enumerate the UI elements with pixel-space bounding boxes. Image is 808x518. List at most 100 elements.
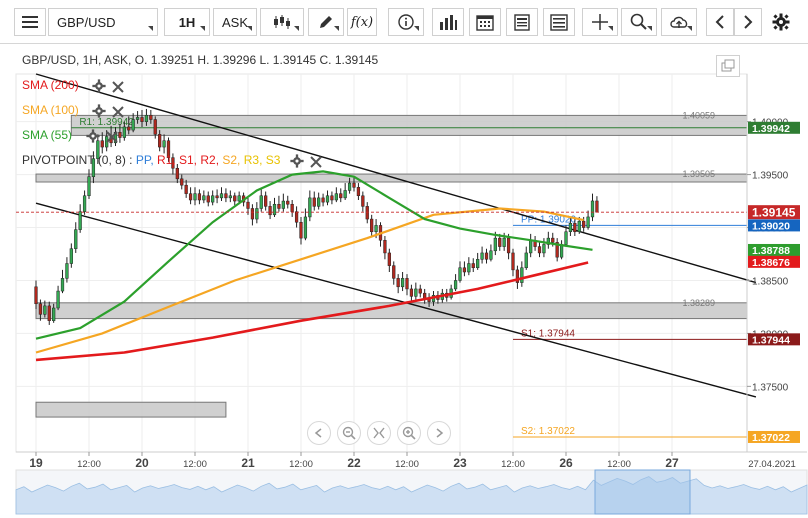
news-button[interactable] — [506, 8, 538, 36]
candle-body — [184, 184, 188, 194]
cloud-save-button[interactable] — [661, 8, 697, 36]
scroll-right-button[interactable] — [734, 8, 762, 36]
pivot-item-s2: S2, — [219, 153, 241, 167]
candle-body — [330, 195, 334, 201]
time-tick-label: 27.04.2021 — [748, 459, 796, 470]
candle-body — [590, 200, 595, 218]
time-tick-label: 12:00 — [289, 459, 313, 470]
chevron-down-icon — [148, 26, 153, 31]
snapshot-icon — [721, 59, 735, 72]
info-button[interactable] — [388, 8, 424, 36]
zone-band — [35, 173, 748, 183]
zone-label: 1.39505 — [682, 169, 715, 179]
candle-body — [586, 216, 590, 228]
candle-body — [577, 220, 581, 233]
pivot-item-s3: S3 — [262, 153, 281, 167]
trend-line — [35, 202, 757, 398]
candle-body — [237, 195, 241, 202]
crosshair-button[interactable] — [582, 8, 618, 36]
candle-body — [180, 178, 184, 186]
legend-sma-55[interactable]: SMA (55) — [22, 128, 72, 142]
candle-body — [352, 182, 356, 188]
indicators-button[interactable]: f(x) — [347, 8, 377, 36]
menu-button[interactable] — [14, 8, 46, 36]
settings-panel-button[interactable] — [543, 8, 575, 36]
candle-body — [118, 131, 122, 138]
zoom-out-button[interactable] — [337, 421, 361, 445]
candle-body — [52, 307, 56, 321]
candle-body — [215, 195, 219, 199]
price-side-select[interactable]: ASK — [213, 8, 257, 36]
pivot-item-r3: R3, — [240, 153, 263, 167]
zoom-button[interactable] — [621, 8, 657, 36]
navigator[interactable] — [15, 469, 808, 515]
candle-body — [193, 193, 197, 201]
chart-type-button[interactable] — [260, 8, 304, 36]
chevron-down-icon — [687, 26, 692, 31]
candle-body — [370, 218, 374, 233]
zoom-in-button[interactable] — [397, 421, 421, 445]
scroll-left-button[interactable] — [706, 8, 734, 36]
draw-tool-button[interactable] — [308, 8, 344, 36]
price-tag — [748, 219, 800, 232]
time-tick-label: 12:00 — [183, 459, 207, 470]
pivot-item-s1: S1, — [175, 153, 198, 167]
pivot-sep: : — [129, 153, 133, 167]
gear-icon[interactable] — [290, 154, 304, 168]
price-tag — [748, 430, 800, 443]
legend-sma-55-label: SMA (55) — [22, 128, 73, 142]
gear-icon[interactable] — [92, 104, 106, 118]
candle-body — [131, 119, 135, 131]
candle-body — [524, 252, 528, 269]
symbol-select[interactable]: GBP/USD — [48, 8, 158, 36]
pivot-lines: R1: 1.39942 PP: 1.39020 S1: 1.37944 S2: 1.3… — [71, 117, 747, 438]
volume-button[interactable] — [432, 8, 464, 36]
candle-body — [573, 223, 577, 233]
price-tag-label: 1.37022 — [752, 432, 790, 444]
calendar-button[interactable] — [469, 8, 501, 36]
close-icon[interactable] — [310, 155, 324, 169]
settings-button[interactable] — [768, 8, 794, 36]
legend-sma-100[interactable]: SMA (100) — [22, 103, 79, 117]
timeframe-select[interactable]: 1H — [164, 8, 210, 36]
trend-line — [35, 73, 757, 284]
legend-pivotpoint[interactable]: PIVOTPOINT (0, 8) : PP, R1, S1, R2, S2, … — [22, 153, 280, 167]
close-icon[interactable] — [112, 105, 126, 119]
chevron-right-icon — [744, 15, 753, 29]
chevron-left-icon — [314, 428, 322, 438]
bar-chart-icon — [440, 15, 457, 30]
candle-body — [511, 252, 515, 271]
candle-body — [78, 211, 82, 230]
candle-body — [87, 176, 91, 197]
gear-icon[interactable] — [86, 129, 100, 143]
sma-55-line — [35, 170, 593, 340]
time-tick-label: 12:00 — [77, 459, 101, 470]
nav-forward-button[interactable] — [427, 421, 451, 445]
candle-body — [69, 248, 73, 264]
nav-back-button[interactable] — [307, 421, 331, 445]
time-tick-label: 21 — [241, 456, 255, 470]
gear-icon[interactable] — [92, 79, 106, 93]
candle-body — [233, 195, 237, 202]
zones: 1.40059 1.39505 1.38289 — [35, 110, 748, 418]
moving-averages — [35, 170, 593, 362]
zone-band — [35, 401, 227, 418]
reset-icon — [373, 427, 385, 439]
candle-body — [135, 117, 140, 120]
candle-body — [162, 140, 166, 148]
candle-body — [551, 237, 555, 243]
price-tag — [748, 205, 800, 220]
price-chart[interactable]: 1.40059 1.39505 1.38289 R1: 1.39942 PP: 1.3… — [0, 44, 808, 518]
time-tick-label: 22 — [347, 456, 361, 470]
candle-body — [312, 197, 316, 207]
candle-body — [462, 267, 467, 273]
snapshot-button[interactable] — [716, 55, 740, 77]
pivot-label: PP: 1.39020 — [521, 214, 576, 225]
price-tick-label: 1.39500 — [752, 171, 789, 182]
time-tick-label: 20 — [135, 456, 149, 470]
close-icon[interactable] — [106, 130, 120, 144]
reset-view-button[interactable] — [367, 421, 391, 445]
candle-body — [529, 239, 533, 254]
close-icon[interactable] — [112, 80, 126, 94]
legend-sma-200[interactable]: SMA (200) — [22, 78, 79, 92]
